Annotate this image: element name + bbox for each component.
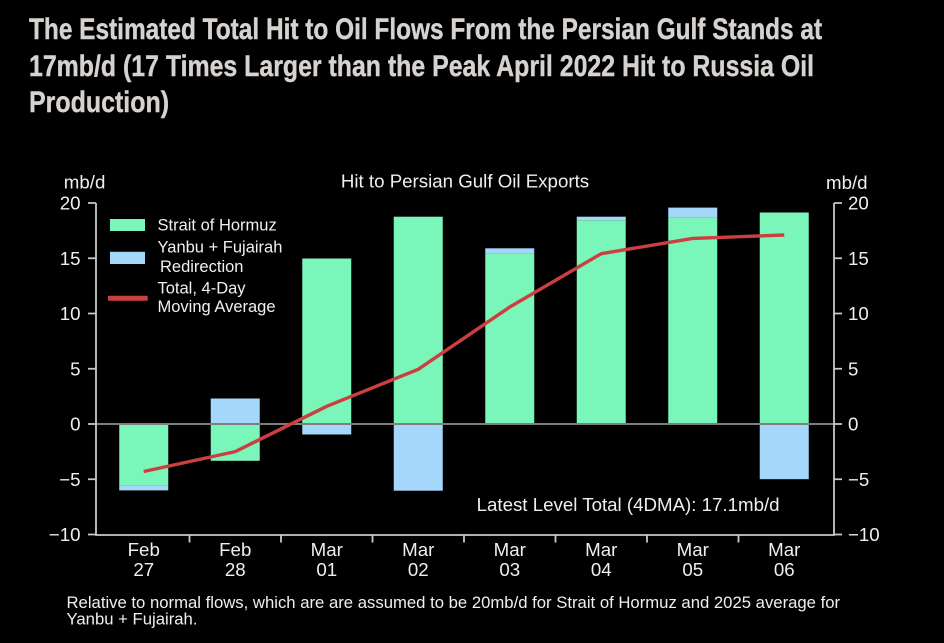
svg-text:Mar: Mar (768, 539, 800, 560)
svg-text:5: 5 (70, 358, 80, 379)
svg-text:Feb: Feb (128, 539, 160, 560)
svg-text:Redirection: Redirection (160, 258, 243, 276)
svg-text:Moving Average: Moving Average (158, 298, 276, 316)
svg-text:Strait of Hormuz: Strait of Hormuz (158, 216, 277, 234)
svg-text:Yanbu + Fujairah.: Yanbu + Fujairah. (67, 610, 198, 629)
svg-text:01: 01 (316, 559, 337, 580)
svg-text:20: 20 (848, 193, 869, 214)
svg-text:15: 15 (60, 248, 81, 269)
svg-text:Hit to Persian Gulf Oil Export: Hit to Persian Gulf Oil Exports (341, 170, 589, 191)
svg-text:−10: −10 (848, 524, 880, 545)
svg-text:0: 0 (848, 414, 858, 435)
svg-text:04: 04 (591, 559, 612, 580)
svg-text:Latest Level Total (4DMA): 17.: Latest Level Total (4DMA): 17.1mb/d (477, 494, 780, 515)
svg-text:−5: −5 (848, 469, 869, 490)
svg-text:−10: −10 (49, 524, 81, 545)
svg-text:20: 20 (60, 193, 81, 214)
svg-text:0: 0 (70, 414, 80, 435)
svg-text:mb/d: mb/d (826, 172, 868, 193)
svg-text:27: 27 (133, 559, 154, 580)
svg-text:Yanbu + Fujairah: Yanbu + Fujairah (158, 238, 283, 256)
svg-text:10: 10 (60, 303, 81, 324)
svg-text:Total, 4-Day: Total, 4-Day (158, 280, 247, 298)
svg-text:Mar: Mar (494, 539, 526, 560)
svg-text:mb/d: mb/d (64, 172, 106, 193)
svg-text:Mar: Mar (677, 539, 709, 560)
svg-text:5: 5 (848, 358, 858, 379)
svg-text:Relative to normal flows, whic: Relative to normal flows, which are are … (67, 593, 841, 612)
svg-text:06: 06 (774, 559, 795, 580)
svg-text:05: 05 (682, 559, 703, 580)
svg-text:03: 03 (499, 559, 520, 580)
svg-text:Mar: Mar (402, 539, 434, 560)
svg-text:28: 28 (225, 559, 246, 580)
svg-text:02: 02 (408, 559, 429, 580)
svg-text:Mar: Mar (311, 539, 343, 560)
svg-text:−5: −5 (59, 469, 80, 490)
svg-text:Feb: Feb (219, 539, 251, 560)
svg-text:15: 15 (848, 248, 869, 269)
svg-text:Mar: Mar (585, 539, 617, 560)
svg-text:10: 10 (848, 303, 869, 324)
